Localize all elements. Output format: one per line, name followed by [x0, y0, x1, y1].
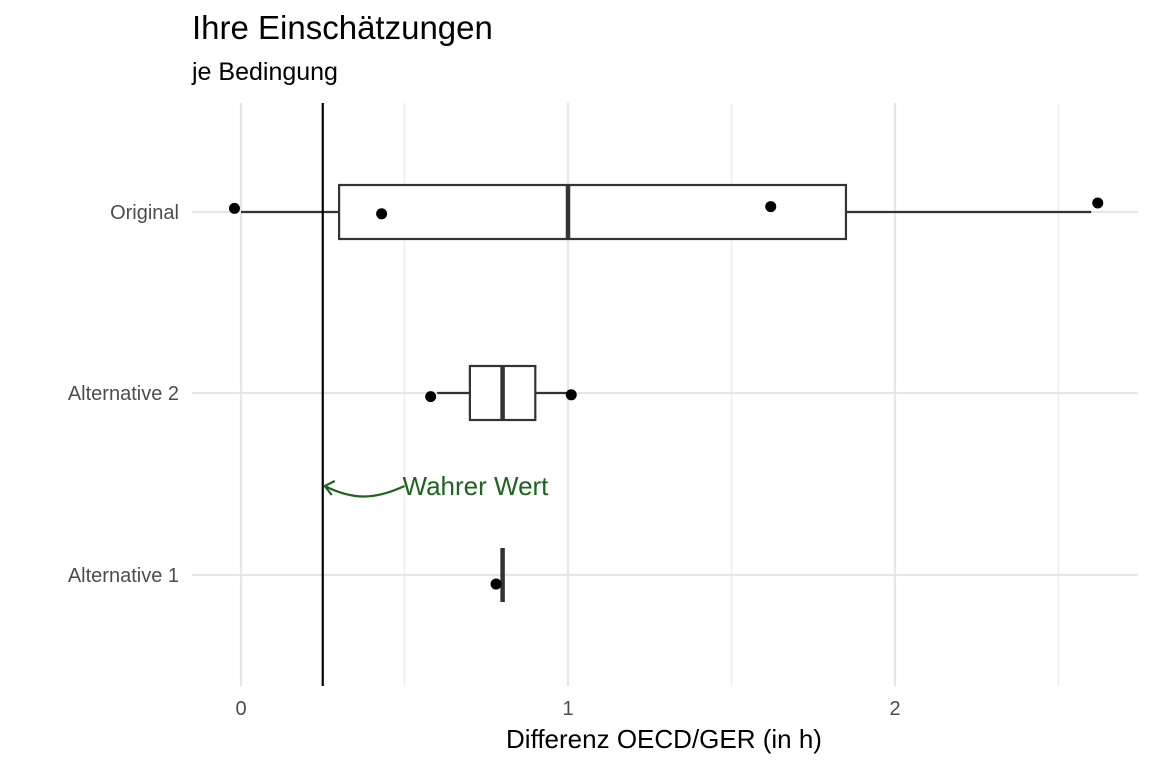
data-point: [376, 208, 388, 220]
annotation-arrowhead: [323, 480, 336, 496]
data-point: [490, 578, 502, 590]
x-tick-label: 1: [562, 698, 573, 720]
x-tick-label: 0: [235, 698, 246, 720]
x-axis-tick-labels: 0 1 2: [235, 698, 900, 720]
y-axis-tick-labels: Original Alternative 2 Alternative 1: [68, 202, 179, 587]
data-point: [425, 391, 437, 403]
annotation-arrow: [324, 485, 405, 498]
chart-title: Ihre Einschätzungen: [192, 9, 493, 46]
box-alternative-2: [437, 364, 568, 422]
annotation-label: Wahrer Wert: [403, 471, 550, 501]
x-axis-label: Differenz OECD/GER (in h): [506, 724, 822, 754]
data-point: [765, 201, 777, 213]
box-iqr: [338, 183, 848, 241]
y-tick-label: Alternative 2: [68, 383, 179, 405]
data-point: [565, 389, 577, 401]
boxes: [241, 183, 1092, 602]
data-point: [1092, 197, 1104, 209]
data-point: [228, 202, 240, 214]
chart-subtitle: je Bedingung: [192, 58, 338, 86]
x-tick-label: 2: [889, 698, 900, 720]
y-tick-label: Alternative 1: [68, 565, 179, 587]
box-original: [241, 183, 1092, 241]
reference-line-group: Wahrer Wert: [321, 103, 550, 686]
y-tick-label: Original: [110, 202, 179, 224]
data-points: [228, 197, 1104, 590]
